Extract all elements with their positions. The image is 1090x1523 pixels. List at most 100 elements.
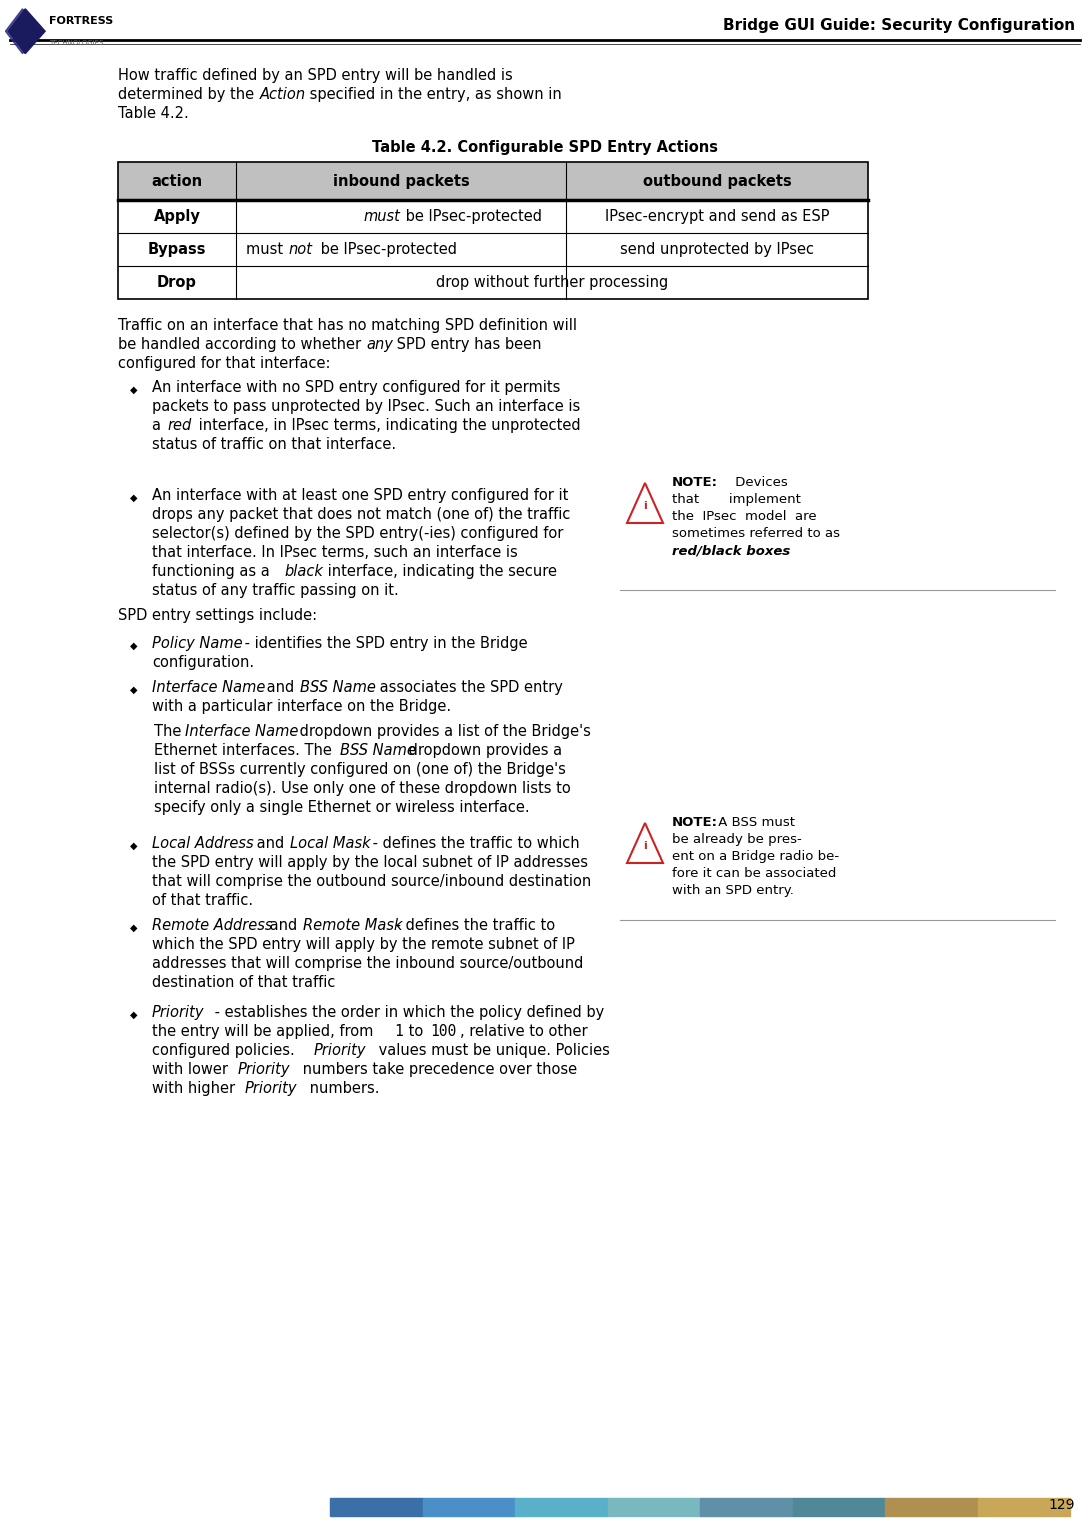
Text: be already be pres-: be already be pres- — [673, 833, 802, 845]
Bar — [978, 1499, 1070, 1515]
Bar — [423, 1499, 514, 1515]
Text: internal radio(s). Use only one of these dropdown lists to: internal radio(s). Use only one of these… — [154, 781, 571, 797]
Text: and: and — [262, 679, 299, 694]
Text: Apply: Apply — [154, 209, 201, 224]
Text: and: and — [252, 836, 289, 851]
Bar — [620, 809, 1055, 920]
Text: must: must — [363, 209, 400, 224]
Text: with lower: with lower — [152, 1062, 232, 1077]
Text: red: red — [167, 417, 191, 433]
Text: functioning as a: functioning as a — [152, 564, 275, 579]
Bar — [792, 1499, 885, 1515]
Text: a: a — [152, 417, 166, 433]
Text: Interface Name: Interface Name — [185, 723, 299, 739]
Text: i: i — [643, 501, 646, 512]
Text: send unprotected by IPsec: send unprotected by IPsec — [620, 242, 814, 257]
Text: Local Mask: Local Mask — [290, 836, 371, 851]
Text: list of BSSs currently configured on (one of) the Bridge's: list of BSSs currently configured on (on… — [154, 762, 566, 777]
Bar — [607, 1499, 700, 1515]
Text: ent on a Bridge radio be-: ent on a Bridge radio be- — [673, 850, 839, 864]
Text: that will comprise the outbound source/inbound destination: that will comprise the outbound source/i… — [152, 874, 591, 889]
Text: Priority: Priority — [238, 1062, 291, 1077]
Text: Remote Mask: Remote Mask — [303, 918, 402, 934]
Text: - defines the traffic to which: - defines the traffic to which — [368, 836, 580, 851]
Text: Table 4.2.: Table 4.2. — [118, 107, 189, 120]
Text: , relative to other: , relative to other — [460, 1023, 588, 1039]
Text: action: action — [152, 174, 203, 189]
Text: numbers take precedence over those: numbers take precedence over those — [298, 1062, 577, 1077]
Text: which the SPD entry will apply by the remote subnet of IP: which the SPD entry will apply by the re… — [152, 937, 574, 952]
Text: status of traffic on that interface.: status of traffic on that interface. — [152, 437, 396, 452]
Text: An interface with at least one SPD entry configured for it: An interface with at least one SPD entry… — [152, 487, 568, 503]
Text: Priority: Priority — [245, 1081, 298, 1097]
Text: SPD entry has been: SPD entry has been — [392, 337, 542, 352]
Text: with an SPD entry.: with an SPD entry. — [673, 883, 794, 897]
Text: NOTE:: NOTE: — [673, 816, 718, 829]
Bar — [700, 1499, 792, 1515]
Bar — [620, 468, 1055, 589]
Text: configured policies.: configured policies. — [152, 1043, 300, 1058]
Text: configuration.: configuration. — [152, 655, 254, 670]
Text: Traffic on an interface that has no matching SPD definition will: Traffic on an interface that has no matc… — [118, 318, 577, 334]
Polygon shape — [9, 9, 45, 53]
Text: - establishes the order in which the policy defined by: - establishes the order in which the pol… — [210, 1005, 604, 1020]
Text: ◆: ◆ — [130, 641, 137, 650]
Text: be handled according to whether: be handled according to whether — [118, 337, 366, 352]
Text: ◆: ◆ — [130, 841, 137, 851]
Text: with higher: with higher — [152, 1081, 240, 1097]
Text: Drop: Drop — [157, 276, 197, 289]
Text: that interface. In IPsec terms, such an interface is: that interface. In IPsec terms, such an … — [152, 545, 518, 560]
Text: BSS Name: BSS Name — [300, 679, 376, 694]
Text: Policy Name: Policy Name — [152, 637, 243, 650]
Text: Interface Name: Interface Name — [152, 679, 265, 694]
Text: ◆: ◆ — [130, 923, 137, 934]
Text: The: The — [154, 723, 186, 739]
Text: dropdown provides a list of the Bridge's: dropdown provides a list of the Bridge's — [295, 723, 591, 739]
Text: interface, in IPsec terms, indicating the unprotected: interface, in IPsec terms, indicating th… — [194, 417, 581, 433]
Polygon shape — [5, 9, 41, 53]
Text: BSS Name: BSS Name — [340, 743, 416, 758]
Bar — [118, 267, 868, 299]
Bar — [885, 1499, 978, 1515]
Bar — [118, 200, 868, 233]
Text: i: i — [643, 841, 646, 851]
Text: fore it can be associated: fore it can be associated — [673, 867, 836, 880]
Text: Bridge GUI Guide: Security Configuration: Bridge GUI Guide: Security Configuration — [723, 18, 1075, 34]
Text: Ethernet interfaces. The: Ethernet interfaces. The — [154, 743, 337, 758]
Text: FORTRESS: FORTRESS — [49, 15, 113, 26]
Text: .: . — [780, 544, 784, 557]
Text: TECHNOLOGIES: TECHNOLOGIES — [49, 40, 104, 46]
Text: any: any — [366, 337, 392, 352]
Text: values must be unique. Policies: values must be unique. Policies — [374, 1043, 610, 1058]
Text: the SPD entry will apply by the local subnet of IP addresses: the SPD entry will apply by the local su… — [152, 854, 588, 870]
Text: 100: 100 — [429, 1023, 457, 1039]
Text: NOTE:: NOTE: — [673, 477, 718, 489]
Text: IPsec-encrypt and send as ESP: IPsec-encrypt and send as ESP — [605, 209, 829, 224]
Text: ◆: ◆ — [130, 1010, 137, 1020]
Text: Table 4.2. Configurable SPD Entry Actions: Table 4.2. Configurable SPD Entry Action… — [372, 140, 718, 155]
Text: ◆: ◆ — [130, 493, 137, 503]
Text: Devices: Devices — [714, 477, 788, 489]
Text: SPD entry settings include:: SPD entry settings include: — [118, 608, 317, 623]
Polygon shape — [627, 483, 663, 522]
Text: packets to pass unprotected by IPsec. Such an interface is: packets to pass unprotected by IPsec. Su… — [152, 399, 580, 414]
Bar — [118, 161, 868, 200]
Text: Bypass: Bypass — [148, 242, 206, 257]
Text: outbound packets: outbound packets — [643, 174, 791, 189]
Text: with a particular interface on the Bridge.: with a particular interface on the Bridg… — [152, 699, 451, 714]
Text: the entry will be applied, from: the entry will be applied, from — [152, 1023, 378, 1039]
Text: must: must — [246, 242, 288, 257]
Text: Remote Address: Remote Address — [152, 918, 272, 934]
Text: of that traffic.: of that traffic. — [152, 892, 253, 908]
Polygon shape — [627, 822, 663, 864]
Text: interface, indicating the secure: interface, indicating the secure — [323, 564, 557, 579]
Bar — [118, 233, 868, 267]
Text: Priority: Priority — [314, 1043, 366, 1058]
Text: that       implement: that implement — [673, 493, 801, 506]
Text: numbers.: numbers. — [305, 1081, 379, 1097]
Text: selector(s) defined by the SPD entry(-ies) configured for: selector(s) defined by the SPD entry(-ie… — [152, 525, 564, 541]
Text: Priority: Priority — [152, 1005, 205, 1020]
Text: red/black boxes: red/black boxes — [673, 544, 790, 557]
Text: dropdown provides a: dropdown provides a — [404, 743, 562, 758]
Text: An interface with no SPD entry configured for it permits: An interface with no SPD entry configure… — [152, 381, 560, 394]
